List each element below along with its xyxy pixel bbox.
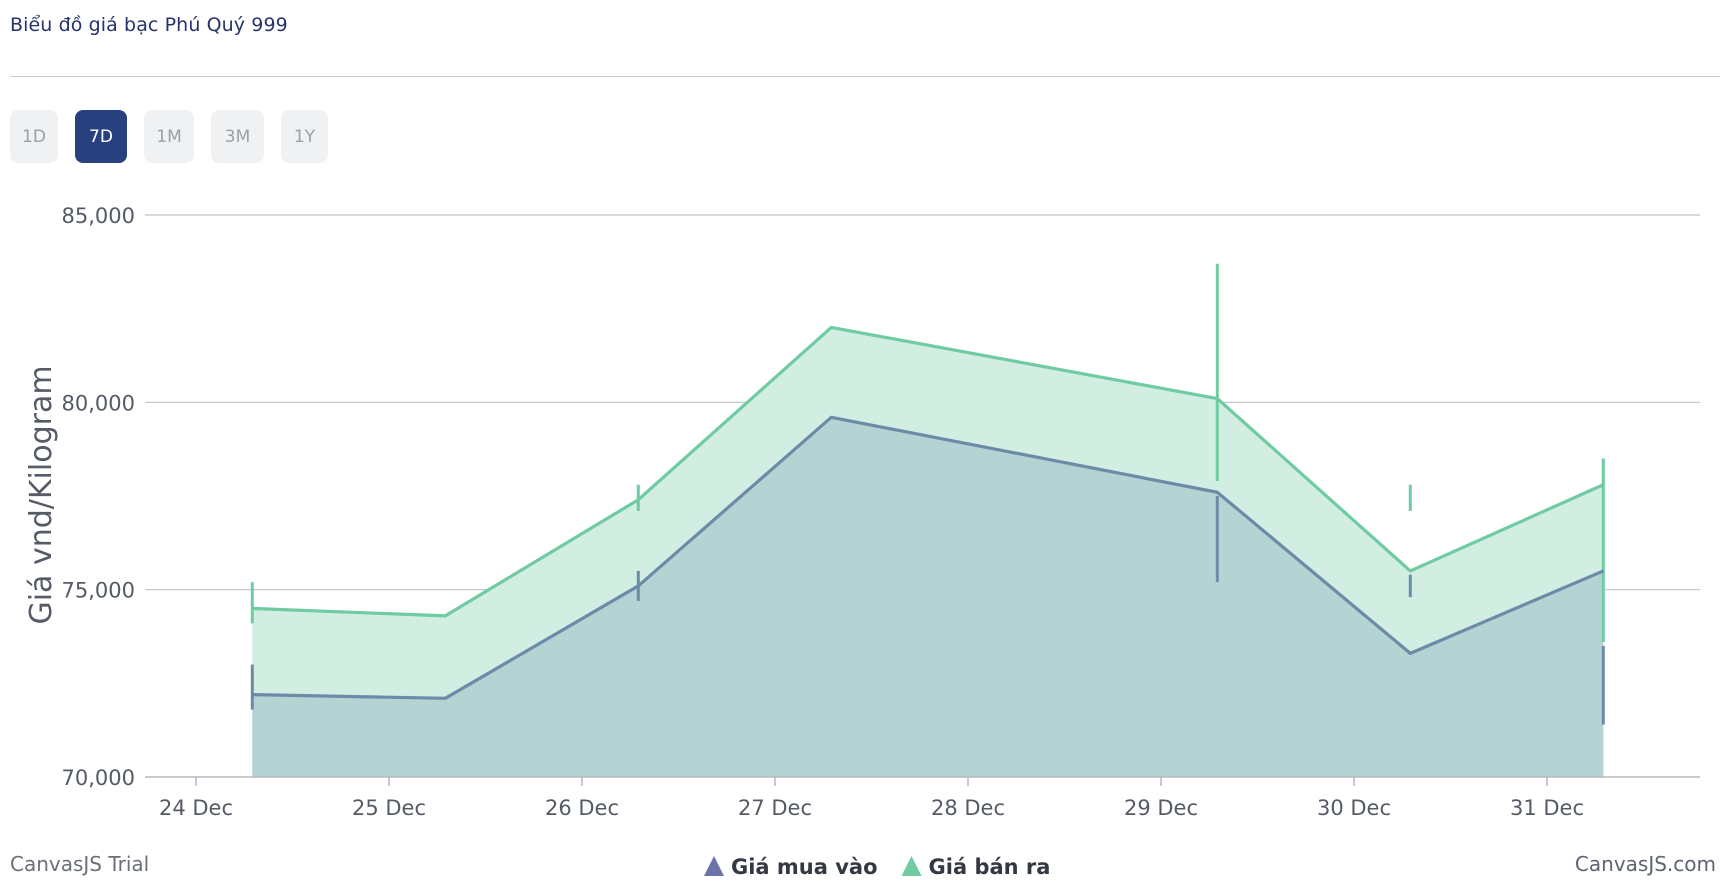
x-tick-label: 31 Dec: [1510, 796, 1584, 820]
range-selector: 1D 7D 1M 3M 1Y: [10, 110, 345, 163]
series-area-buy: [252, 417, 1604, 777]
y-tick-label: 80,000: [62, 391, 135, 415]
x-tick-label: 28 Dec: [931, 796, 1005, 820]
y-axis-label: Giá vnd/Kilogram: [24, 365, 59, 624]
legend-label: Giá mua vào: [731, 855, 878, 879]
legend-triangle-icon: [901, 856, 922, 876]
credits-link[interactable]: CanvasJS.com: [1574, 852, 1716, 876]
range-button-1m[interactable]: 1M: [144, 110, 194, 163]
header-divider: [10, 76, 1720, 77]
x-tick-label: 27 Dec: [738, 796, 812, 820]
y-tick-label: 70,000: [62, 766, 135, 790]
x-tick-label: 29 Dec: [1124, 796, 1198, 820]
series-line-sell: [252, 325, 1604, 618]
x-tick-label: 26 Dec: [545, 796, 619, 820]
range-button-3m[interactable]: 3M: [211, 110, 264, 163]
series-line-buy: [252, 415, 1604, 700]
legend-triangle-icon: [704, 856, 724, 876]
legend: Giá mua vào Giá bán ra: [704, 855, 1050, 879]
legend-label: Giá bán ra: [929, 855, 1051, 879]
range-button-7d[interactable]: 7D: [75, 110, 127, 163]
x-tick-label: 30 Dec: [1317, 796, 1391, 820]
range-button-1d[interactable]: 1D: [10, 110, 58, 163]
range-button-1y[interactable]: 1Y: [281, 110, 328, 163]
x-tick-label: 24 Dec: [159, 796, 233, 820]
y-tick-label: 85,000: [62, 204, 135, 228]
trial-watermark: CanvasJS Trial: [10, 852, 150, 876]
y-tick-label: 75,000: [62, 579, 135, 603]
x-tick-label: 25 Dec: [352, 796, 426, 820]
page-title: Biểu đồ giá bạc Phú Quý 999: [10, 14, 288, 36]
